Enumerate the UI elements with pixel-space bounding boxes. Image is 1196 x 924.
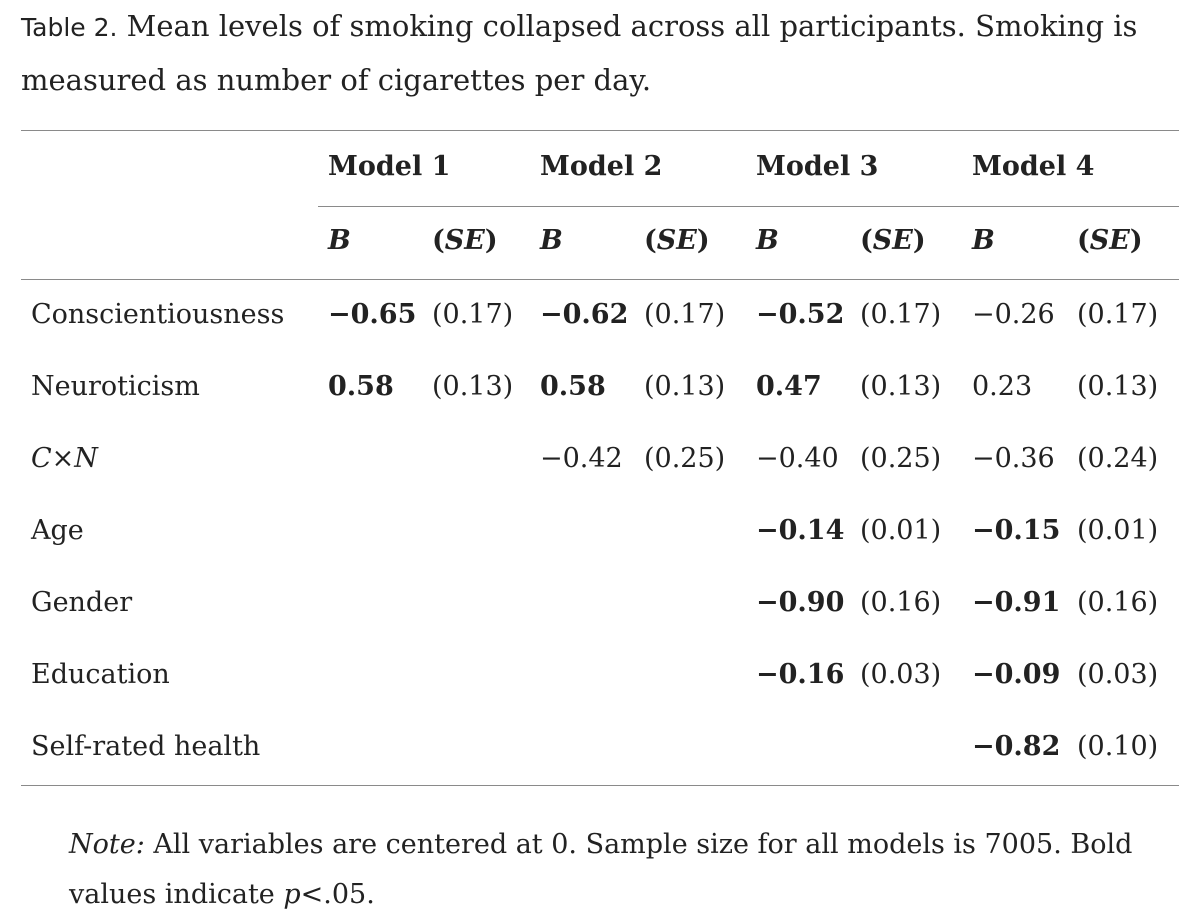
se-column-header: (SE)	[1077, 226, 1143, 256]
b-column-header: B	[540, 225, 563, 256]
standard-error-cell: (0.03)	[860, 659, 942, 690]
model-header: Model 2	[540, 151, 663, 182]
row-label: Conscientiousness	[31, 299, 285, 330]
model-header: Model 1	[328, 151, 451, 182]
standard-error-cell: (0.17)	[432, 299, 514, 330]
se-paren-open: (	[432, 225, 445, 256]
coefficient-cell: −0.26	[972, 299, 1055, 330]
note-label: Note:	[69, 829, 145, 860]
se-label: SE	[656, 225, 697, 256]
standard-error-cell: (0.03)	[1077, 659, 1159, 690]
se-paren-open: (	[860, 225, 873, 256]
standard-error-cell: (0.10)	[1077, 731, 1159, 762]
standard-error-cell: (0.17)	[644, 299, 726, 330]
table-caption: Table 2. Mean levels of smoking collapse…	[21, 0, 1171, 107]
coefficient-cell: −0.40	[756, 443, 839, 474]
se-column-header: (SE)	[432, 226, 498, 256]
coefficient-cell: −0.15	[972, 515, 1061, 546]
standard-error-cell: (0.13)	[432, 371, 514, 402]
standard-error-cell: (0.13)	[860, 371, 942, 402]
model-header: Model 3	[756, 151, 879, 182]
note-p-symbol: p	[283, 879, 301, 910]
se-paren-close: )	[484, 225, 498, 256]
standard-error-cell: (0.25)	[860, 443, 942, 474]
coefficient-cell: −0.82	[972, 731, 1061, 762]
coefficient-cell: −0.62	[540, 299, 629, 330]
standard-error-cell: (0.01)	[1077, 515, 1159, 546]
se-paren-close: )	[696, 225, 710, 256]
subheader-rule	[21, 279, 1179, 280]
coefficient-cell: −0.52	[756, 299, 845, 330]
caption-text: Mean levels of smoking collapsed across …	[21, 9, 1138, 97]
se-paren-close: )	[912, 225, 926, 256]
coefficient-cell: 0.58	[540, 371, 606, 402]
se-paren-close: )	[1129, 225, 1143, 256]
table-note: Note: All variables are centered at 0. S…	[69, 820, 1169, 920]
model-header-rule	[318, 206, 1179, 207]
coefficient-cell: −0.14	[756, 515, 845, 546]
coefficient-cell: −0.91	[972, 587, 1061, 618]
row-label: Education	[31, 659, 170, 690]
row-label: Neuroticism	[31, 371, 200, 402]
se-label: SE	[444, 225, 485, 256]
standard-error-cell: (0.17)	[1077, 299, 1159, 330]
se-label: SE	[872, 225, 913, 256]
row-label: C×N	[31, 443, 98, 474]
coefficient-cell: −0.09	[972, 659, 1061, 690]
standard-error-cell: (0.16)	[1077, 587, 1159, 618]
coefficient-cell: 0.47	[756, 371, 822, 402]
coefficient-cell: 0.58	[328, 371, 394, 402]
se-column-header: (SE)	[860, 226, 926, 256]
row-label: Self-rated health	[31, 731, 261, 762]
se-column-header: (SE)	[644, 226, 710, 256]
coefficient-cell: −0.42	[540, 443, 623, 474]
table-top-rule	[21, 130, 1179, 131]
coefficient-cell: 0.23	[972, 371, 1033, 402]
coefficient-cell: −0.16	[756, 659, 845, 690]
se-label: SE	[1089, 225, 1130, 256]
model-header: Model 4	[972, 151, 1095, 182]
row-label: Age	[31, 515, 84, 546]
coefficient-cell: −0.65	[328, 299, 417, 330]
standard-error-cell: (0.24)	[1077, 443, 1159, 474]
b-column-header: B	[756, 225, 779, 256]
table-bottom-rule	[21, 785, 1179, 786]
b-column-header: B	[972, 225, 995, 256]
standard-error-cell: (0.13)	[644, 371, 726, 402]
standard-error-cell: (0.25)	[644, 443, 726, 474]
se-paren-open: (	[1077, 225, 1090, 256]
coefficient-cell: −0.36	[972, 443, 1055, 474]
note-text: All variables are centered at 0. Sample …	[69, 829, 1133, 910]
b-column-header: B	[328, 225, 351, 256]
standard-error-cell: (0.17)	[860, 299, 942, 330]
se-paren-open: (	[644, 225, 657, 256]
row-label: Gender	[31, 587, 133, 618]
standard-error-cell: (0.16)	[860, 587, 942, 618]
caption-lead: Table 2.	[21, 13, 118, 42]
note-threshold: <.05.	[300, 879, 375, 910]
standard-error-cell: (0.01)	[860, 515, 942, 546]
coefficient-cell: −0.90	[756, 587, 845, 618]
standard-error-cell: (0.13)	[1077, 371, 1159, 402]
